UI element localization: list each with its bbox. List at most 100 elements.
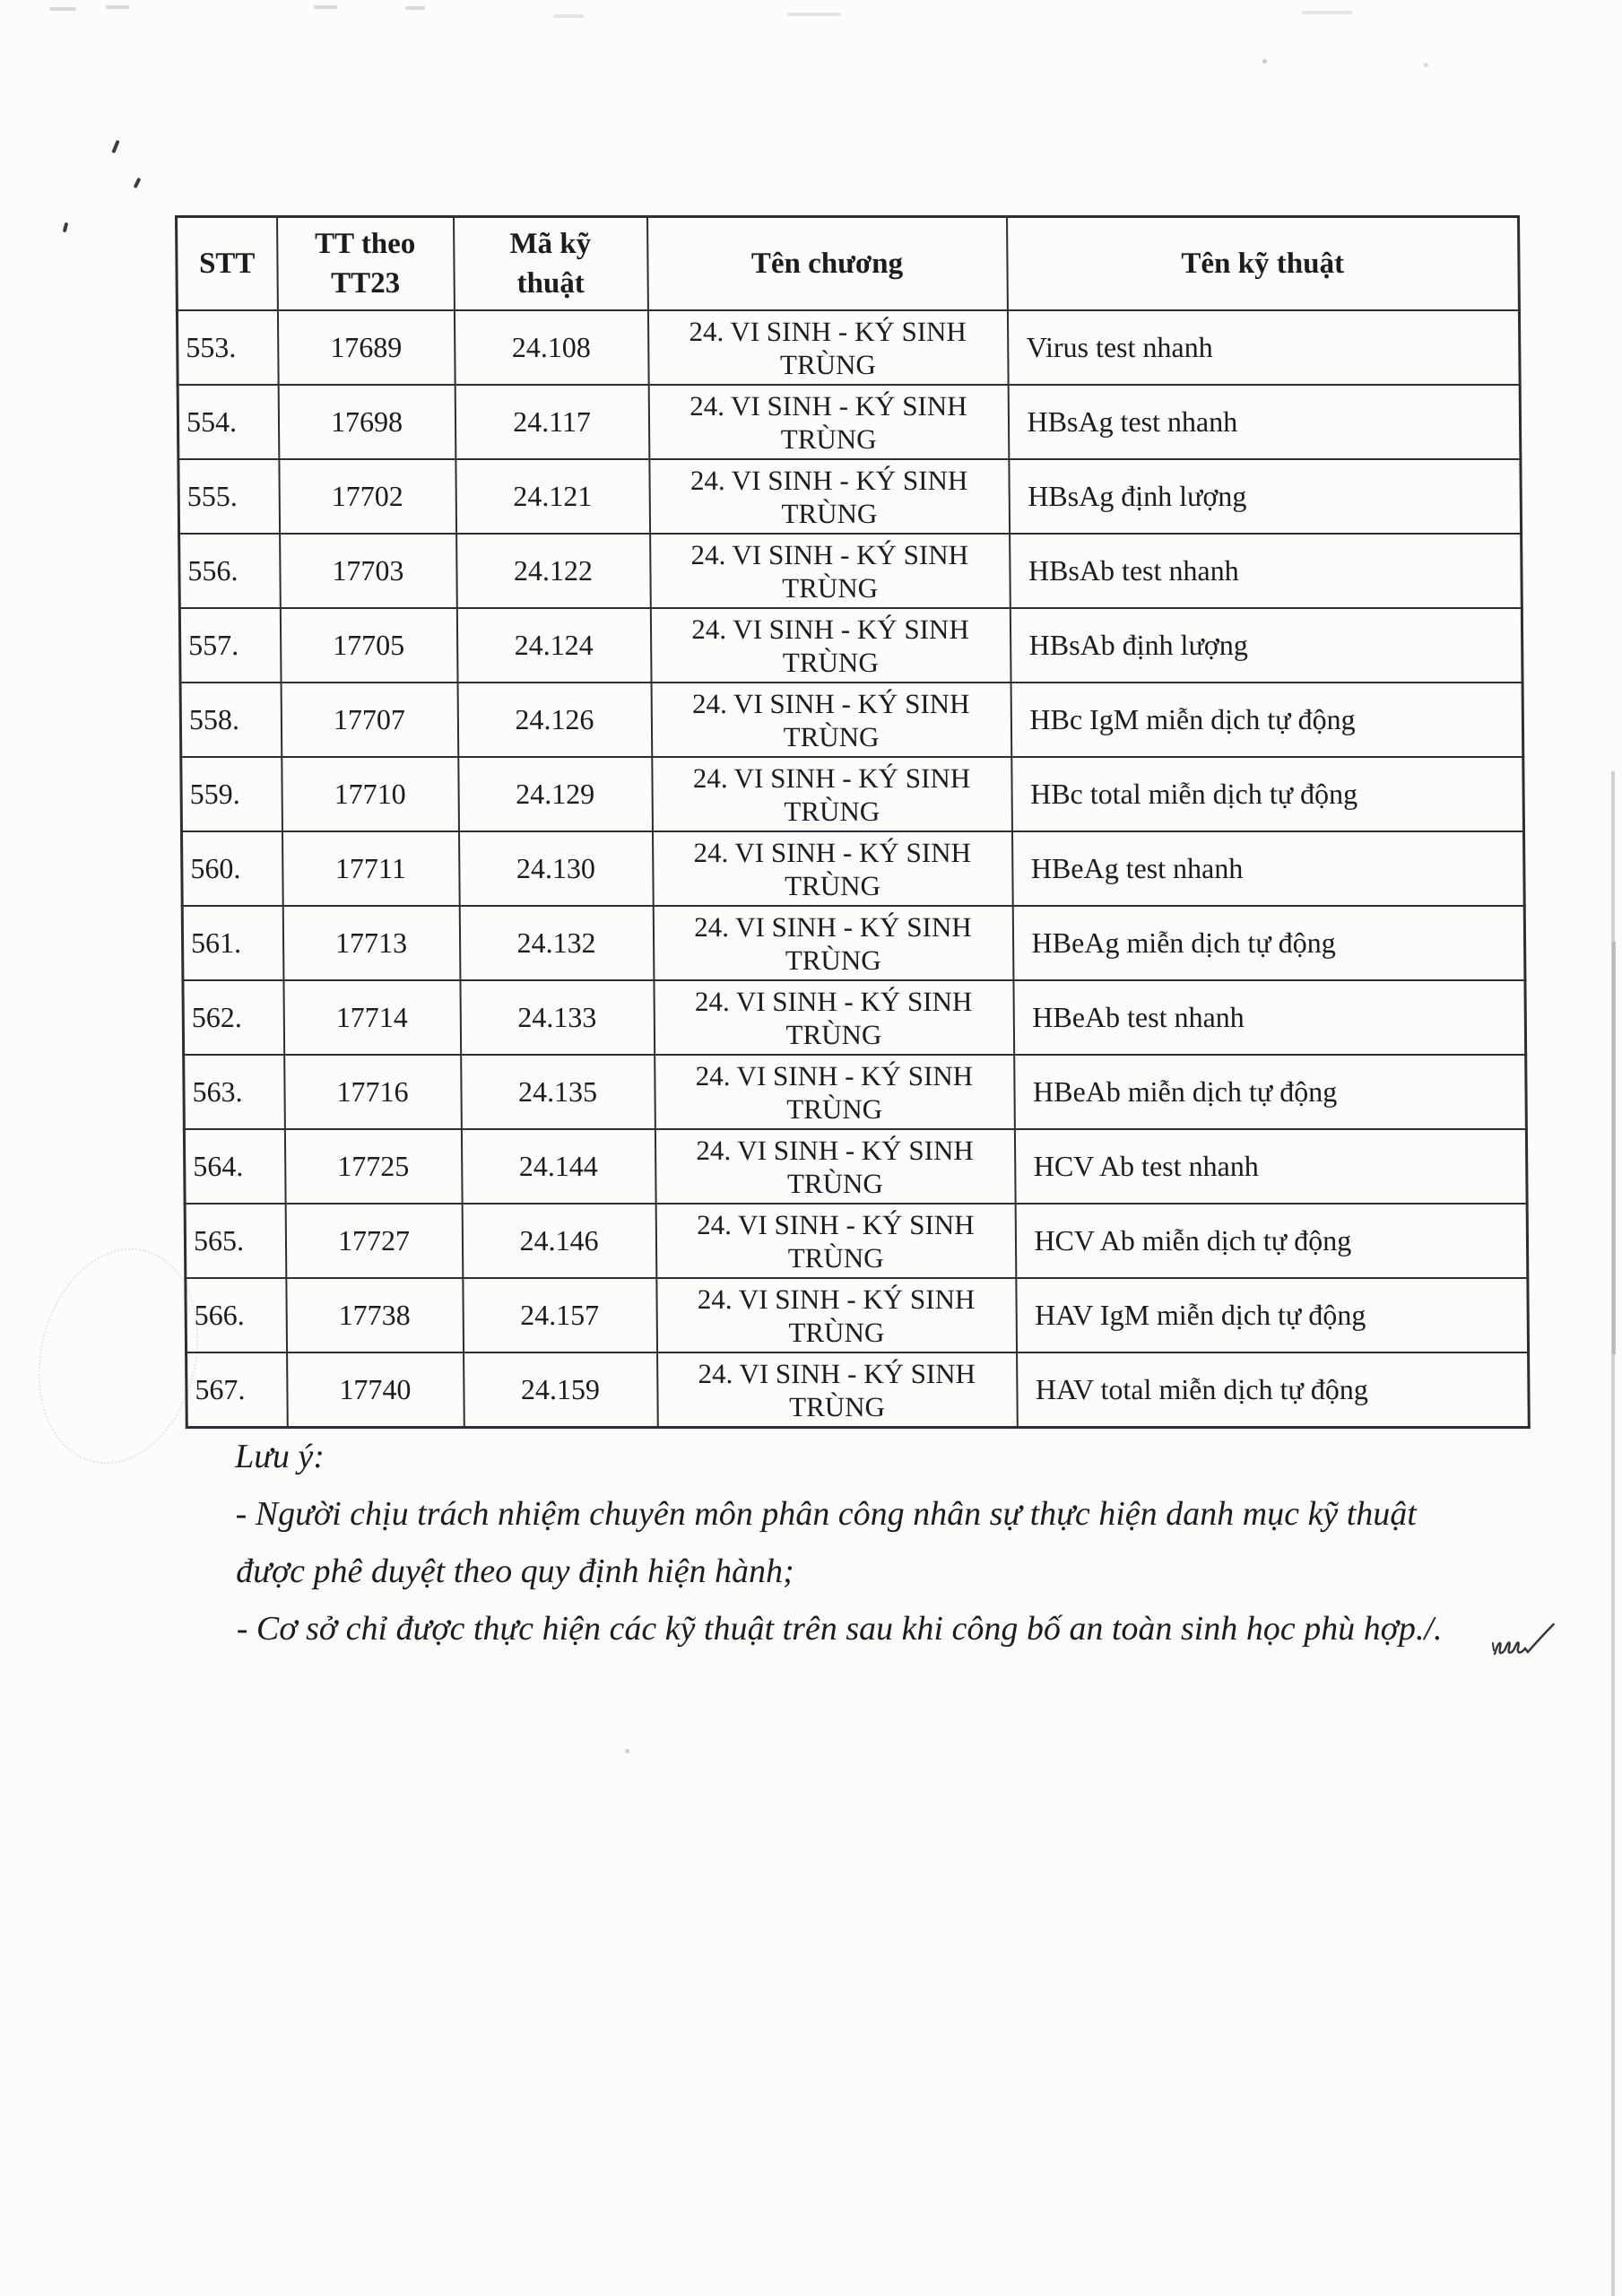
header-ma-line1: Mã kỹ: [509, 228, 592, 260]
chapter-line-2: TRÙNG: [780, 422, 877, 455]
cell-ma-ky-thuat: 24.126: [457, 683, 652, 757]
cell-ten-ky-thuat: HCV Ab test nhanh: [1014, 1129, 1528, 1204]
chapter-line-1: 24. VI SINH - KÝ SINH: [692, 761, 971, 794]
cell-stt: 567.: [186, 1352, 288, 1428]
cell-ten-chuong: 24. VI SINH - KÝ SINH TRÙNG: [655, 1278, 1017, 1352]
cell-stt: 555.: [178, 459, 280, 534]
technical-services-table: STT TT theo TT23 Mã kỹ thuật Tên chương …: [175, 215, 1531, 1429]
cell-ten-chuong: 24. VI SINH - KÝ SINH TRÙNG: [653, 906, 1013, 980]
chapter-line-2: TRÙNG: [785, 1018, 882, 1050]
cell-stt: 562.: [182, 980, 284, 1055]
cell-ten-ky-thuat: HBeAg test nhanh: [1011, 831, 1525, 906]
chapter-line-2: TRÙNG: [781, 497, 878, 529]
cell-ten-ky-thuat: HCV Ab miễn dịch tự động: [1015, 1204, 1528, 1278]
header-stt: STT: [176, 216, 278, 310]
cell-stt: 563.: [183, 1055, 285, 1129]
note-line-2: được phê duyệt theo quy định hiện hành;: [236, 1552, 794, 1590]
cell-ten-chuong: 24. VI SINH - KÝ SINH TRÙNG: [653, 980, 1014, 1055]
chapter-line-2: TRÙNG: [785, 944, 881, 976]
cell-ten-ky-thuat: HBsAg định lượng: [1008, 459, 1522, 534]
table-body: 553. 17689 24.108 24. VI SINH - KÝ SINH TRÙN…: [177, 310, 1530, 1428]
cell-ten-chuong: 24. VI SINH - KÝ SINH TRÙNG: [650, 608, 1011, 683]
table-row: 558. 17707 24.126 24. VI SINH - KÝ SINH TRÙN…: [180, 683, 1523, 757]
cell-ten-ky-thuat: HBc total miễn dịch tự động: [1010, 757, 1524, 831]
chapter-line-2: TRÙNG: [788, 1316, 885, 1348]
cell-ten-chuong: 24. VI SINH - KÝ SINH TRÙNG: [655, 1129, 1016, 1204]
cell-stt: 566.: [185, 1278, 287, 1352]
cell-stt: 558.: [180, 683, 282, 757]
cell-ma-ky-thuat: 24.121: [455, 459, 650, 534]
cell-tt-theo-tt23: 17727: [285, 1204, 463, 1278]
table-row: 559. 17710 24.129 24. VI SINH - KÝ SINH TRÙN…: [180, 757, 1524, 831]
cell-ten-ky-thuat: HBeAg miễn dịch tự động: [1012, 906, 1525, 980]
cell-ten-ky-thuat: HAV total miễn dịch tự động: [1016, 1352, 1530, 1428]
cell-ma-ky-thuat: 24.124: [456, 608, 652, 683]
cell-tt-theo-tt23: 17716: [283, 1055, 462, 1129]
table-row: 555. 17702 24.121 24. VI SINH - KÝ SINH TRÙN…: [178, 459, 1522, 534]
cell-ma-ky-thuat: 24.129: [457, 757, 653, 831]
cell-ten-chuong: 24. VI SINH - KÝ SINH TRÙNG: [651, 683, 1011, 757]
chapter-line-2: TRÙNG: [787, 1241, 884, 1274]
cell-stt: 553.: [177, 310, 279, 385]
cell-ma-ky-thuat: 24.157: [462, 1278, 657, 1352]
table-row: 561. 17713 24.132 24. VI SINH - KÝ SINH TRÙN…: [182, 906, 1525, 980]
note-line-3: - Cơ sở chỉ được thực hiện các kỹ thuật …: [236, 1610, 1443, 1648]
cell-tt-theo-tt23: 17689: [277, 310, 455, 385]
table-row: 567. 17740 24.159 24. VI SINH - KÝ SINH TRÙN…: [186, 1352, 1530, 1428]
chapter-line-1: 24. VI SINH - KÝ SINH: [696, 1208, 975, 1240]
cell-stt: 556.: [178, 534, 281, 608]
cell-ten-ky-thuat: HBsAg test nhanh: [1008, 385, 1521, 459]
notes-title: Lưu ý:: [234, 1438, 325, 1475]
chapter-line-2: TRÙNG: [786, 1167, 883, 1199]
cell-ten-chuong: 24. VI SINH - KÝ SINH TRÙNG: [648, 459, 1010, 534]
chapter-line-1: 24. VI SINH - KÝ SINH: [696, 1134, 974, 1166]
cell-ten-chuong: 24. VI SINH - KÝ SINH TRÙNG: [648, 385, 1009, 459]
cell-ten-ky-thuat: HBc IgM miễn dịch tự động: [1010, 683, 1523, 757]
chapter-line-2: TRÙNG: [783, 720, 880, 752]
cell-ten-ky-thuat: HBeAb test nhanh: [1012, 980, 1526, 1055]
table-row: 556. 17703 24.122 24. VI SINH - KÝ SINH TRÙN…: [178, 534, 1522, 608]
handwritten-initial: [1491, 1622, 1555, 1656]
header-ten-chuong: Tên chương: [646, 216, 1008, 310]
cell-ten-ky-thuat: HBeAb miễn dịch tự động: [1013, 1055, 1527, 1129]
cell-tt-theo-tt23: 17713: [282, 906, 460, 980]
cell-ten-chuong: 24. VI SINH - KÝ SINH TRÙNG: [654, 1055, 1015, 1129]
table-row: 565. 17727 24.146 24. VI SINH - KÝ SINH TRÙN…: [185, 1204, 1528, 1278]
cell-tt-theo-tt23: 17714: [282, 980, 461, 1055]
cell-tt-theo-tt23: 17711: [282, 831, 460, 906]
cell-stt: 564.: [184, 1129, 286, 1204]
chapter-line-1: 24. VI SINH - KÝ SINH: [691, 687, 970, 719]
cell-ma-ky-thuat: 24.130: [458, 831, 654, 906]
cell-stt: 559.: [180, 757, 282, 831]
chapter-line-1: 24. VI SINH - KÝ SINH: [693, 836, 972, 868]
chapter-line-1: 24. VI SINH - KÝ SINH: [697, 1283, 976, 1315]
cell-ten-ky-thuat: Virus test nhanh: [1007, 310, 1521, 385]
cell-tt-theo-tt23: 17705: [280, 608, 458, 683]
cell-tt-theo-tt23: 17738: [285, 1278, 464, 1352]
header-ma-line2: thuật: [516, 267, 585, 300]
cell-tt-theo-tt23: 17703: [279, 534, 457, 608]
chapter-line-2: TRÙNG: [786, 1092, 883, 1125]
cell-tt-theo-tt23: 17740: [286, 1352, 464, 1428]
cell-ten-chuong: 24. VI SINH - KÝ SINH TRÙNG: [649, 534, 1010, 608]
cell-ma-ky-thuat: 24.122: [455, 534, 651, 608]
cell-ten-chuong: 24. VI SINH - KÝ SINH TRÙNG: [655, 1204, 1016, 1278]
cell-ten-chuong: 24. VI SINH - KÝ SINH TRÙNG: [651, 757, 1012, 831]
chapter-line-2: TRÙNG: [789, 1390, 886, 1422]
header-tt-theo-line1: TT theo: [315, 228, 416, 260]
chapter-line-1: 24. VI SINH - KÝ SINH: [690, 464, 968, 496]
table-row: 560. 17711 24.130 24. VI SINH - KÝ SINH TRÙN…: [181, 831, 1525, 906]
cell-ma-ky-thuat: 24.144: [461, 1129, 656, 1204]
cell-tt-theo-tt23: 17725: [284, 1129, 463, 1204]
cell-ma-ky-thuat: 24.132: [459, 906, 654, 980]
table-row: 557. 17705 24.124 24. VI SINH - KÝ SINH TRÙN…: [179, 608, 1523, 683]
table-row: 562. 17714 24.133 24. VI SINH - KÝ SINH TRÙN…: [182, 980, 1526, 1055]
header-tt-theo-tt23: TT theo TT23: [276, 216, 455, 310]
cell-tt-theo-tt23: 17698: [278, 385, 455, 459]
cell-ma-ky-thuat: 24.146: [462, 1204, 656, 1278]
header-row: STT TT theo TT23 Mã kỹ thuật Tên chương …: [176, 216, 1520, 310]
cell-stt: 560.: [181, 831, 283, 906]
cell-ten-ky-thuat: HAV IgM miễn dịch tự động: [1015, 1278, 1529, 1352]
